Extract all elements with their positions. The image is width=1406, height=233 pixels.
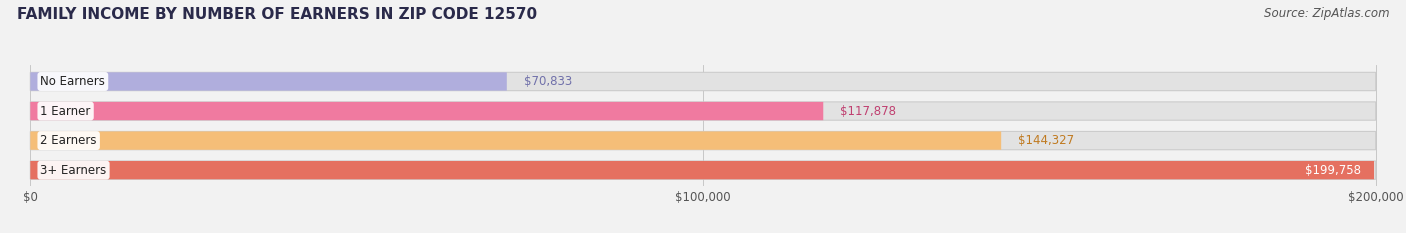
Text: No Earners: No Earners (41, 75, 105, 88)
FancyBboxPatch shape (31, 131, 1001, 150)
Text: FAMILY INCOME BY NUMBER OF EARNERS IN ZIP CODE 12570: FAMILY INCOME BY NUMBER OF EARNERS IN ZI… (17, 7, 537, 22)
FancyBboxPatch shape (31, 72, 506, 91)
FancyBboxPatch shape (31, 161, 1375, 179)
Text: 3+ Earners: 3+ Earners (41, 164, 107, 177)
FancyBboxPatch shape (31, 102, 824, 120)
Text: $144,327: $144,327 (1018, 134, 1074, 147)
Text: 2 Earners: 2 Earners (41, 134, 97, 147)
Text: $199,758: $199,758 (1305, 164, 1361, 177)
FancyBboxPatch shape (31, 161, 1374, 179)
FancyBboxPatch shape (31, 131, 1375, 150)
Text: Source: ZipAtlas.com: Source: ZipAtlas.com (1264, 7, 1389, 20)
FancyBboxPatch shape (31, 102, 1375, 120)
FancyBboxPatch shape (31, 72, 1375, 91)
Text: $70,833: $70,833 (523, 75, 572, 88)
Text: 1 Earner: 1 Earner (41, 105, 91, 117)
Text: $117,878: $117,878 (839, 105, 896, 117)
